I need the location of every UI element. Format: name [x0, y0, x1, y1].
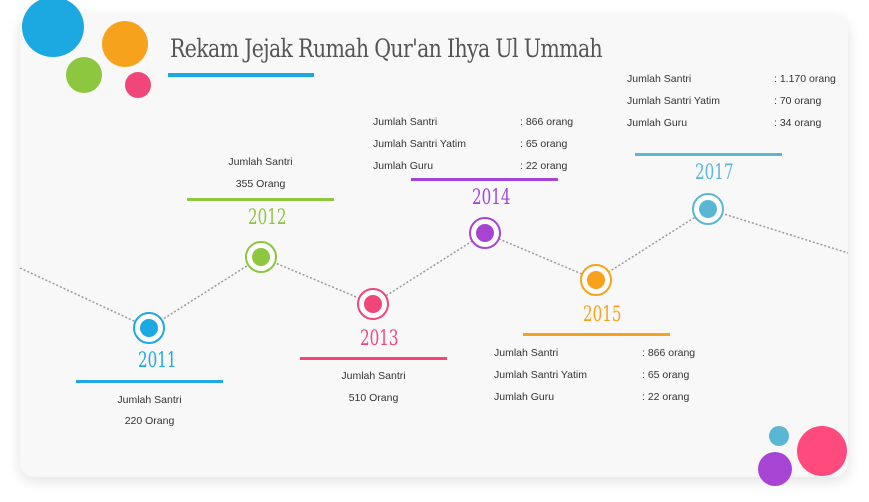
bar-2014: [411, 178, 558, 181]
value-2015-yatim: : 65 orang: [642, 369, 690, 381]
decor-circle-teal: [769, 426, 789, 446]
label-2012-santri: Jumlah Santri: [228, 156, 293, 168]
page-title: Rekam Jejak Rumah Qur'an Ihya Ul Ummah: [170, 34, 603, 63]
timeline-line: [19, 208, 849, 329]
label-2014-santri: Jumlah Santri: [373, 116, 438, 128]
value-2015-guru: : 22 orang: [642, 391, 690, 403]
decor-circle-purple: [758, 452, 792, 486]
year-2015: 2015: [583, 302, 622, 326]
label-2017-guru: Jumlah Guru: [627, 117, 688, 129]
value-2017-santri: : 1.170 orang: [774, 73, 836, 85]
label-2015-yatim: Jumlah Santri Yatim: [494, 369, 587, 381]
value-2017-guru: : 34 orang: [774, 117, 822, 129]
value-2013-santri: 510 Orang: [348, 392, 399, 404]
value-2011-santri: 220 Orang: [124, 415, 175, 427]
value-2014-guru: : 22 orang: [520, 160, 568, 172]
bar-2011: [76, 380, 223, 383]
year-2011: 2011: [138, 348, 177, 372]
value-2014-yatim: : 65 orang: [520, 138, 568, 150]
decor-circle-blue: [22, 0, 84, 57]
label-2014-yatim: Jumlah Santri Yatim: [373, 138, 466, 150]
year-2012: 2012: [248, 205, 287, 229]
decor-circle-rose: [797, 426, 847, 476]
value-2014-santri: : 866 orang: [520, 116, 574, 128]
node-2011: [133, 312, 165, 344]
label-2017-santri: Jumlah Santri: [627, 73, 692, 85]
decor-circle-pink: [125, 72, 151, 98]
bar-2013: [300, 357, 447, 360]
value-2012-santri: 355 Orang: [235, 178, 286, 190]
label-2014-guru: Jumlah Guru: [373, 160, 434, 172]
bar-2012: [187, 198, 334, 201]
year-2017: 2017: [695, 160, 734, 184]
bar-2017: [635, 153, 782, 156]
label-2015-guru: Jumlah Guru: [494, 391, 555, 403]
label-2017-yatim: Jumlah Santri Yatim: [627, 95, 720, 107]
node-2015: [580, 264, 612, 296]
label-2011-santri: Jumlah Santri: [117, 394, 182, 406]
label-2013-santri: Jumlah Santri: [341, 370, 406, 382]
decor-circle-green: [66, 57, 102, 93]
node-2017: [692, 193, 724, 225]
title-underline: [168, 73, 314, 77]
year-2013: 2013: [360, 326, 399, 350]
infographic-card: [20, 15, 848, 477]
bar-2015: [523, 333, 670, 336]
decor-circle-orange: [102, 21, 148, 67]
value-2015-santri: : 866 orang: [642, 347, 696, 359]
node-2013: [357, 288, 389, 320]
label-2015-santri: Jumlah Santri: [494, 347, 559, 359]
value-2017-yatim: : 70 orang: [774, 95, 822, 107]
node-2012: [245, 241, 277, 273]
node-2014: [469, 217, 501, 249]
year-2014: 2014: [472, 185, 511, 209]
